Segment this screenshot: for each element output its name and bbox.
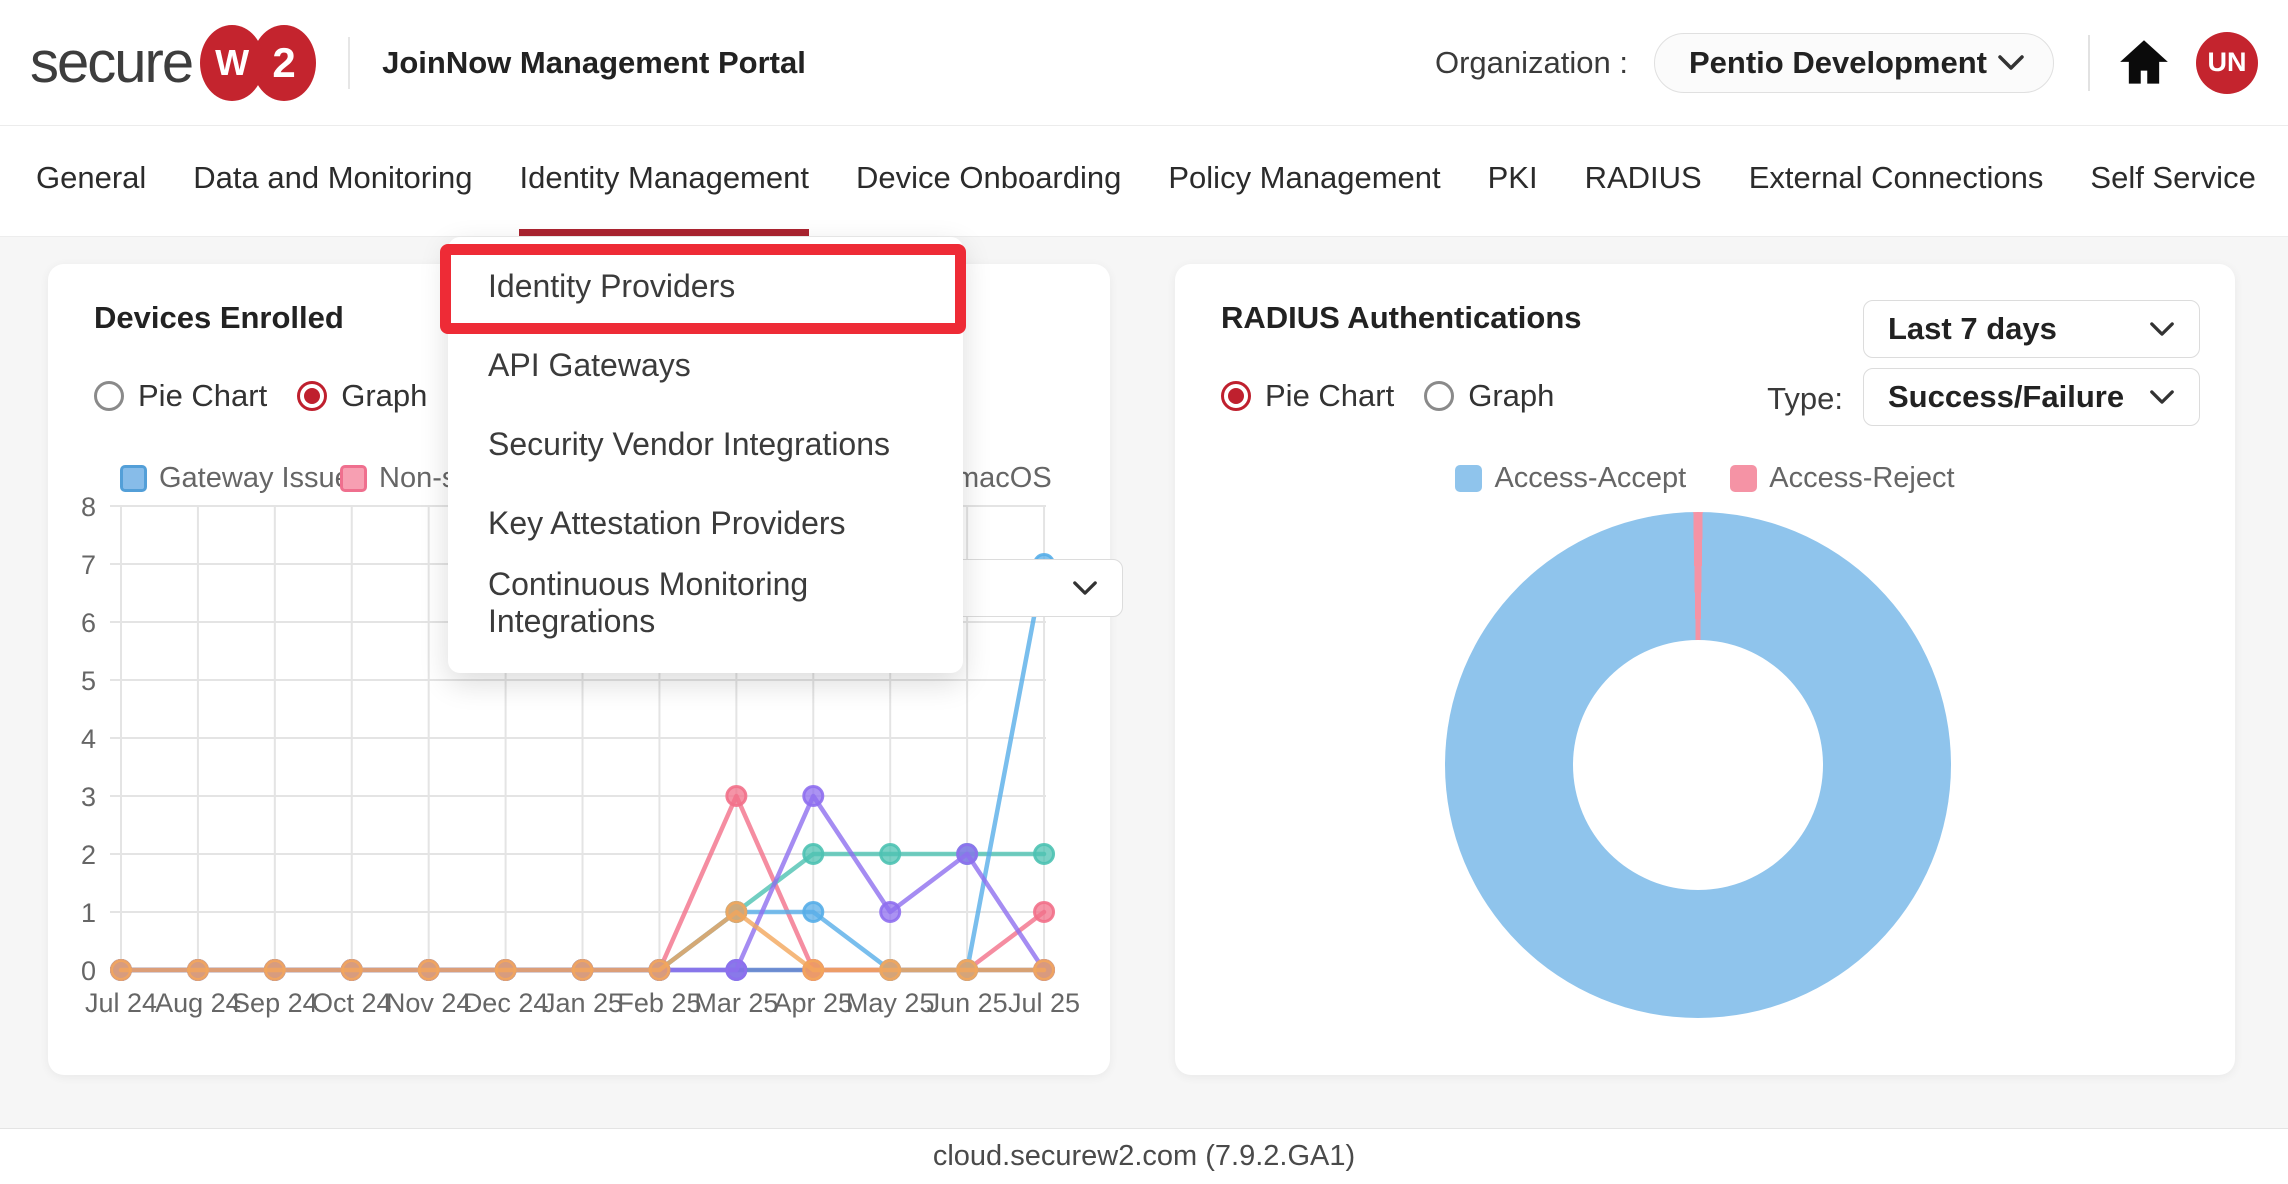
svg-text:May 25: May 25 [846, 988, 935, 1018]
chevron-down-icon [1073, 580, 1097, 595]
menu-item-security-vendor-integrations[interactable]: Security Vendor Integrations [488, 426, 891, 462]
radius-graph-radio[interactable] [1424, 381, 1455, 411]
organization-value: Pentio Development [1689, 44, 1987, 80]
donut-hole [1573, 640, 1823, 890]
nav-item-device-onboarding[interactable]: Device Onboarding [855, 159, 1122, 195]
svg-text:0: 0 [81, 956, 96, 986]
radius-range-select[interactable]: Last 7 days [1863, 300, 2200, 358]
svg-text:Dec 24: Dec 24 [463, 988, 549, 1018]
access-reject-swatch [1730, 465, 1758, 492]
nav-item-radius[interactable]: RADIUS [1584, 159, 1702, 195]
chevron-down-icon [2150, 321, 2174, 336]
svg-text:6: 6 [81, 608, 96, 638]
legend-item-access-reject: Access-Reject [1730, 462, 1955, 495]
chevron-down-icon [1998, 54, 2024, 70]
app-header: secure W 2 JoinNow Management Portal Org… [0, 0, 2288, 126]
organization-select[interactable]: Pentio Development [1654, 32, 2054, 93]
devices-graph-label: Graph [341, 378, 428, 413]
identity-management-menu: Identity Providers API Gateways Security… [448, 237, 963, 673]
svg-text:Apr 25: Apr 25 [773, 988, 853, 1018]
radius-authentications-panel: RADIUS Authentications Last 7 days Pie C… [1175, 264, 2235, 1075]
radius-panel-title: RADIUS Authentications [1221, 300, 1582, 335]
organization-label: Organization : [1435, 44, 1628, 80]
access-accept-swatch [1455, 465, 1483, 492]
nav-item-external-connections[interactable]: External Connections [1748, 159, 2044, 195]
menu-item-continuous-monitoring-integrations[interactable]: Continuous Monitoring Integrations [488, 565, 809, 639]
nav-item-policy-management[interactable]: Policy Management [1168, 159, 1441, 195]
nav-item-pki[interactable]: PKI [1487, 159, 1538, 195]
access-reject-label: Access-Reject [1769, 462, 1955, 494]
radius-view-toggle: Pie Chart Graph [1221, 378, 1570, 414]
radius-range-value: Last 7 days [1888, 311, 2057, 346]
svg-text:Nov 24: Nov 24 [386, 988, 472, 1018]
svg-text:Mar 25: Mar 25 [694, 988, 778, 1018]
logo-badge-w: W [200, 24, 265, 101]
radius-pie-chart-label: Pie Chart [1265, 378, 1395, 413]
access-accept-label: Access-Accept [1494, 462, 1687, 494]
devices-graph-radio[interactable] [297, 381, 328, 411]
nav-item-self-service[interactable]: Self Service [2090, 159, 2256, 195]
page-title: JoinNow Management Portal [382, 44, 806, 80]
radius-type-value: Success/Failure [1888, 379, 2125, 414]
gateway-issued-swatch [120, 465, 147, 492]
svg-text:Sep 24: Sep 24 [232, 988, 318, 1018]
footer: cloud.securew2.com (7.9.2.GA1) [0, 1128, 2288, 1184]
svg-text:Jul 24: Jul 24 [85, 988, 157, 1018]
svg-text:Oct 24: Oct 24 [312, 988, 392, 1018]
non-s-label: Non-s [379, 462, 457, 494]
svg-text:2: 2 [81, 840, 96, 870]
svg-text:Jul 25: Jul 25 [1008, 988, 1080, 1018]
donut-legend: Access-Accept Access-Reject [1175, 462, 2235, 495]
legend-item-non-s: Non-s [340, 462, 456, 495]
header-divider [348, 36, 351, 89]
legend-item-access-accept: Access-Accept [1455, 462, 1686, 495]
radius-pie-chart-radio[interactable] [1221, 381, 1251, 411]
header-vertical-divider [2088, 34, 2090, 91]
svg-text:8: 8 [81, 492, 96, 522]
svg-text:3: 3 [81, 782, 96, 812]
radius-graph-label: Graph [1468, 378, 1555, 413]
legend-item-gateway-issued: Gateway Issued [120, 462, 367, 495]
svg-text:Feb 25: Feb 25 [617, 988, 701, 1018]
menu-item-identity-providers[interactable]: Identity Providers [488, 268, 736, 304]
footer-text: cloud.securew2.com (7.9.2.GA1) [932, 1140, 1356, 1172]
nav-item-data-and-monitoring[interactable]: Data and Monitoring [193, 159, 473, 195]
main-nav: General Data and Monitoring Identity Man… [0, 126, 2288, 237]
devices-panel-title: Devices Enrolled [94, 300, 344, 335]
devices-view-toggle: Pie Chart Graph [94, 378, 443, 414]
non-s-swatch [340, 465, 367, 492]
svg-text:Aug 24: Aug 24 [155, 988, 241, 1018]
macos-label: macOS [955, 462, 1052, 494]
nav-item-general[interactable]: General [36, 159, 147, 195]
svg-text:1: 1 [81, 898, 96, 928]
svg-text:4: 4 [81, 724, 96, 754]
menu-item-key-attestation-providers[interactable]: Key Attestation Providers [488, 505, 846, 541]
svg-text:Jan 25: Jan 25 [542, 988, 623, 1018]
logo-text: secure [30, 30, 194, 95]
svg-text:7: 7 [81, 550, 96, 580]
securew2-logo: secure W 2 [30, 24, 317, 101]
type-label: Type: [1767, 381, 1843, 416]
devices-pie-chart-radio[interactable] [94, 381, 124, 411]
user-avatar[interactable]: UN [2196, 31, 2258, 94]
gateway-issued-label: Gateway Issued [159, 462, 367, 494]
nav-item-identity-management[interactable]: Identity Management [519, 126, 809, 236]
radius-auth-donut [1445, 512, 1951, 1018]
radius-type-select[interactable]: Success/Failure [1863, 368, 2200, 426]
svg-text:Jun 25: Jun 25 [927, 988, 1008, 1018]
menu-item-api-gateways[interactable]: API Gateways [488, 347, 691, 383]
devices-pie-chart-label: Pie Chart [138, 378, 268, 413]
chevron-down-icon [2150, 389, 2174, 404]
home-icon[interactable] [2118, 38, 2170, 88]
svg-text:5: 5 [81, 666, 96, 696]
